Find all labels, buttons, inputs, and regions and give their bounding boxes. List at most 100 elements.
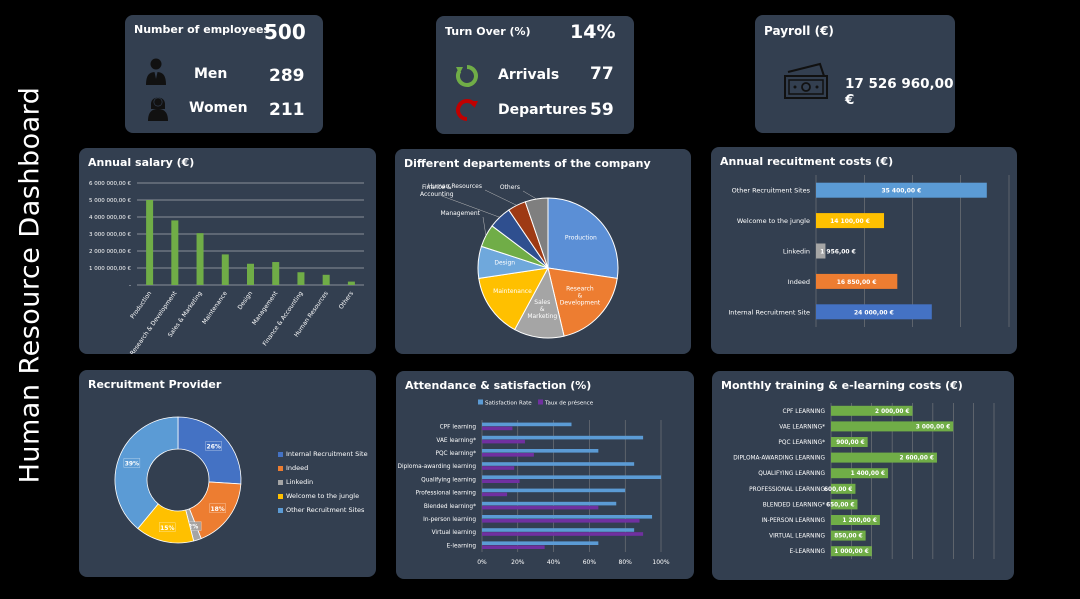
data-label: 900,00 € (836, 440, 864, 446)
leader-line (484, 189, 517, 206)
slice-label: Maintenance (493, 288, 532, 295)
legend-swatch (278, 507, 283, 513)
attendance-bar (482, 501, 617, 506)
data-label: 650,00 € (826, 502, 854, 508)
y-tick-label: QUALIFYING LEARNING (758, 471, 825, 477)
y-tick-label: CPF LEARNING (783, 409, 826, 415)
attendance-bar (482, 545, 545, 549)
arrivals-value: 77 (590, 64, 614, 84)
x-tick-label: 40% (547, 559, 561, 566)
label-box (159, 522, 176, 532)
y-tick-label: Linkedin (783, 248, 810, 256)
x-tick-label: Research & Development (129, 290, 179, 354)
salary-bar (196, 233, 204, 285)
salary-bar (297, 272, 305, 285)
payroll-value: 17 526 960,00 € (845, 76, 954, 108)
training-bar (831, 530, 866, 541)
y-tick-label: BLENDED LEARNING* (763, 502, 825, 508)
recruit-costs-chart: Other Recruitment Sites 35 400,00 € Welcom… (728, 175, 1010, 327)
departments-chart-title: Different departements of the company (404, 157, 651, 170)
turnover-title: Turn Over (%) (445, 25, 531, 38)
leader-line (522, 190, 537, 200)
x-tick-label: Others (338, 290, 355, 311)
salary-bar (146, 200, 154, 285)
slice-label: Research & Development (560, 285, 601, 306)
legend-swatch (278, 451, 283, 457)
man-icon (146, 58, 166, 85)
legend-label: Linkedin (286, 478, 314, 486)
y-tick-label: 4 000 000,00 € (89, 215, 131, 221)
training-card: Monthly training & e-learning costs (€) … (712, 371, 1014, 580)
attendance-bar (482, 505, 599, 510)
attendance-bar (482, 519, 640, 523)
pie-slice (478, 267, 549, 331)
y-tick-label: VIRTUAL LEARNING (769, 534, 825, 540)
training-chart-title: Monthly training & e-learning costs (€) (721, 379, 963, 392)
departures-value: 59 (590, 100, 614, 120)
x-tick-label: 60% (583, 559, 597, 566)
y-tick-label: Indeed (788, 278, 810, 286)
slice-label: Sales & Marketing (527, 299, 557, 320)
cost-bar (816, 273, 898, 289)
y-tick-label: VAE learning* (436, 438, 476, 444)
legend-label: Internal Recruitment Site (286, 450, 368, 458)
data-label: 1 200,00 € (842, 518, 876, 524)
y-tick-label: PQC LEARNING* (778, 440, 825, 446)
legend-label: Taux de présence (544, 400, 594, 407)
y-tick-label: 6 000 000,00 € (89, 181, 131, 187)
training-bar (831, 483, 856, 494)
y-tick-label: VAE LEARNING* (779, 424, 825, 430)
salary-bar (272, 262, 280, 285)
slice-label: Others (500, 184, 520, 191)
provider-card: Recruitment Provider 26% 18% 2% 15% 39% Inte… (79, 370, 376, 577)
arrivals-label: Arrivals (498, 67, 560, 83)
attendance-bar (482, 462, 635, 466)
attendance-bar (482, 449, 599, 453)
pie-slice (547, 267, 618, 337)
provider-chart: 26% 18% 2% 15% 39% (114, 416, 242, 544)
slice-label: 2% (188, 524, 198, 531)
slice-label: 39% (125, 460, 139, 467)
legend-item: Indeed (278, 464, 368, 472)
y-tick-label: Welcome to the jungle (737, 217, 810, 225)
cost-bar (816, 243, 826, 259)
legend-item: Other Recruitment Sites (278, 506, 368, 514)
pie-slice (547, 197, 619, 279)
attendance-bar (482, 541, 599, 545)
slice-label: Production (565, 235, 597, 242)
cost-bar (816, 182, 987, 198)
training-bar (831, 546, 872, 557)
attendance-bar (482, 435, 644, 440)
attendance-card: Attendance & satisfaction (%) 0% 20% 40% 60… (396, 371, 694, 579)
attendance-bar (482, 475, 661, 479)
training-bar (831, 452, 937, 463)
attendance-bar (482, 466, 515, 470)
data-label: 850,00 € (834, 534, 862, 540)
women-label: Women (189, 100, 248, 116)
departments-card: Different departements of the company Pr… (395, 149, 691, 354)
donut-slice (114, 416, 179, 530)
data-label: 1 000,00 € (834, 549, 868, 555)
salary-bar (221, 254, 229, 285)
label-box (205, 441, 222, 451)
payroll-card: Payroll (€) 17 526 960,00 € (755, 15, 955, 133)
legend-swatch (278, 493, 283, 499)
attendance-bar (482, 479, 520, 483)
leader-line (482, 216, 487, 236)
attendance-bar (482, 492, 508, 497)
salary-bar (171, 220, 179, 285)
legend-item: Linkedin (278, 478, 368, 486)
data-label: 16 850,00 € (837, 279, 877, 286)
attendance-chart-title: Attendance & satisfaction (%) (405, 379, 592, 392)
x-tick-label: 100% (652, 559, 669, 566)
y-tick-label: 5 000 000,00 € (89, 198, 131, 204)
y-tick-label: DIPLOMA-AWARDING LEARNING (733, 456, 825, 462)
legend-swatch (478, 399, 483, 405)
label-box (123, 458, 141, 468)
data-label: 24 000,00 € (854, 309, 894, 316)
departures-label: Departures (498, 102, 587, 118)
attendance-bar (482, 528, 635, 532)
y-tick-label: E-learning (447, 543, 477, 549)
training-bar (831, 499, 858, 510)
training-bar (831, 421, 954, 432)
